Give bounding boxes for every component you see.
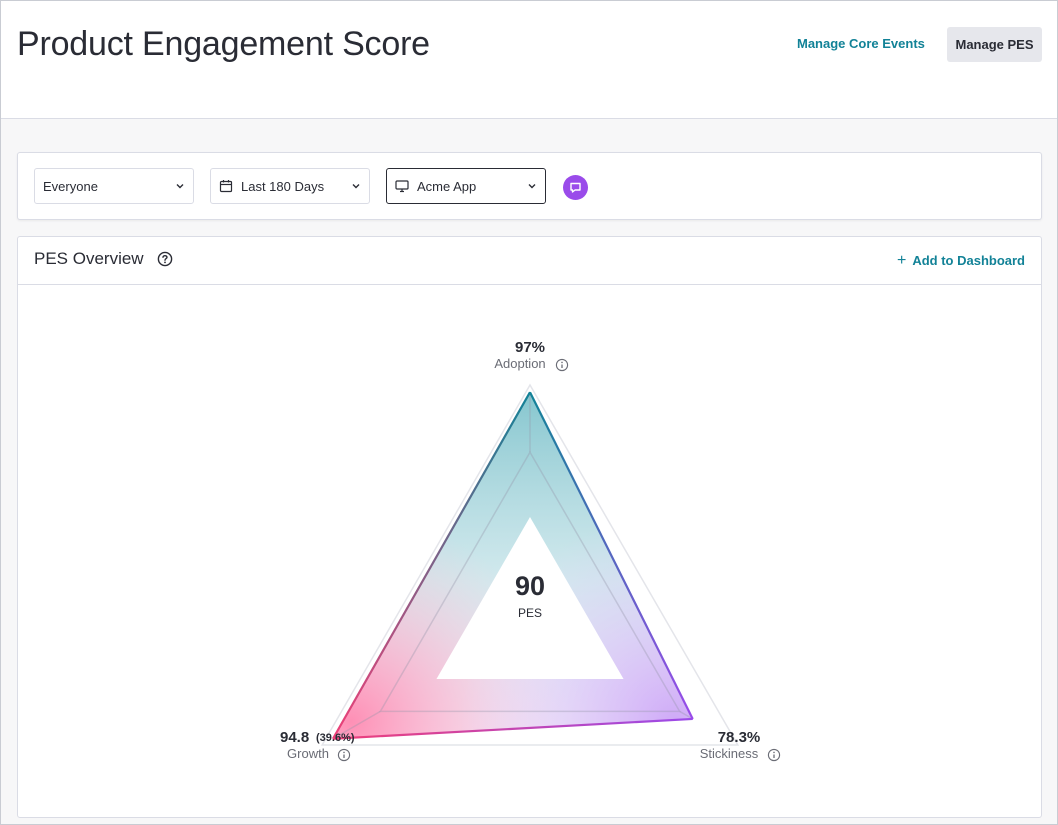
calendar-icon: [219, 180, 233, 193]
segment-dropdown[interactable]: Everyone: [34, 168, 194, 204]
pes-overview-title: PES Overview: [34, 249, 144, 268]
segment-dropdown-value: Everyone: [43, 178, 98, 194]
growth-value: 94.8: [280, 729, 309, 746]
help-icon[interactable]: [157, 251, 173, 267]
chevron-down-icon: [176, 184, 184, 189]
date-range-dropdown[interactable]: Last 180 Days: [210, 168, 370, 204]
manage-pes-button[interactable]: Manage PES: [947, 27, 1042, 62]
page-header: Product Engagement Score Manage Core Eve…: [1, 1, 1057, 119]
manage-core-events-link[interactable]: Manage Core Events: [797, 36, 925, 51]
date-range-dropdown-value: Last 180 Days: [241, 178, 325, 194]
adoption-label: Adoption: [494, 356, 545, 371]
adoption-info-icon[interactable]: [555, 358, 569, 372]
app-dropdown-value: Acme App: [417, 178, 477, 194]
stickiness-value: 78.3%: [718, 729, 761, 746]
feedback-button[interactable]: [563, 175, 588, 200]
pes-score-label: PES: [518, 606, 542, 620]
growth-label: Growth: [287, 746, 329, 761]
radar-grid: [320, 383, 740, 746]
pes-score-value: 90: [515, 571, 545, 601]
chevron-down-icon: [528, 184, 536, 189]
page-title: Product Engagement Score: [17, 25, 430, 63]
stickiness-label: Stickiness: [700, 746, 759, 761]
radar-mid-ring: [379, 450, 681, 713]
radar-outer-ring: [320, 383, 740, 746]
radar-spoke: [679, 710, 694, 720]
add-to-dashboard-label: Add to Dashboard: [912, 253, 1025, 268]
radar-edge-adoption-growth: [332, 391, 531, 740]
pes-overview-header: PES Overview + Add to Dashboard: [18, 237, 1041, 285]
growth-sub-value: (39.6%): [316, 732, 355, 744]
add-to-dashboard-link[interactable]: + Add to Dashboard: [896, 252, 1025, 269]
adoption-value: 97%: [515, 339, 545, 356]
pes-overview-card: PES Overview + Add to Dashboard: [17, 236, 1042, 818]
stickiness-info-icon[interactable]: [767, 748, 781, 762]
radar-area: [332, 391, 694, 740]
radar-edge-growth-stickiness: [332, 717, 693, 740]
radar-spoke: [332, 710, 381, 740]
chevron-down-icon: [352, 184, 360, 189]
radar-center: [436, 517, 624, 679]
radar-labels: 90 PES 97%Adoption 94.8 (39.6%) Growth 78.3%St…: [280, 339, 781, 762]
chat-bubble-icon: [570, 182, 581, 193]
plus-icon: +: [896, 252, 907, 269]
pes-radar-chart: 90 PES 97%Adoption 94.8 (39.6%) Growth 78.3%St…: [280, 339, 781, 762]
radar-edge-adoption-stickiness: [529, 391, 694, 720]
filter-bar: Everyone Last 180 Days Acme App: [17, 152, 1042, 220]
monitor-icon: [395, 180, 409, 193]
app-dropdown[interactable]: Acme App: [386, 168, 546, 204]
growth-info-icon[interactable]: [337, 748, 351, 762]
